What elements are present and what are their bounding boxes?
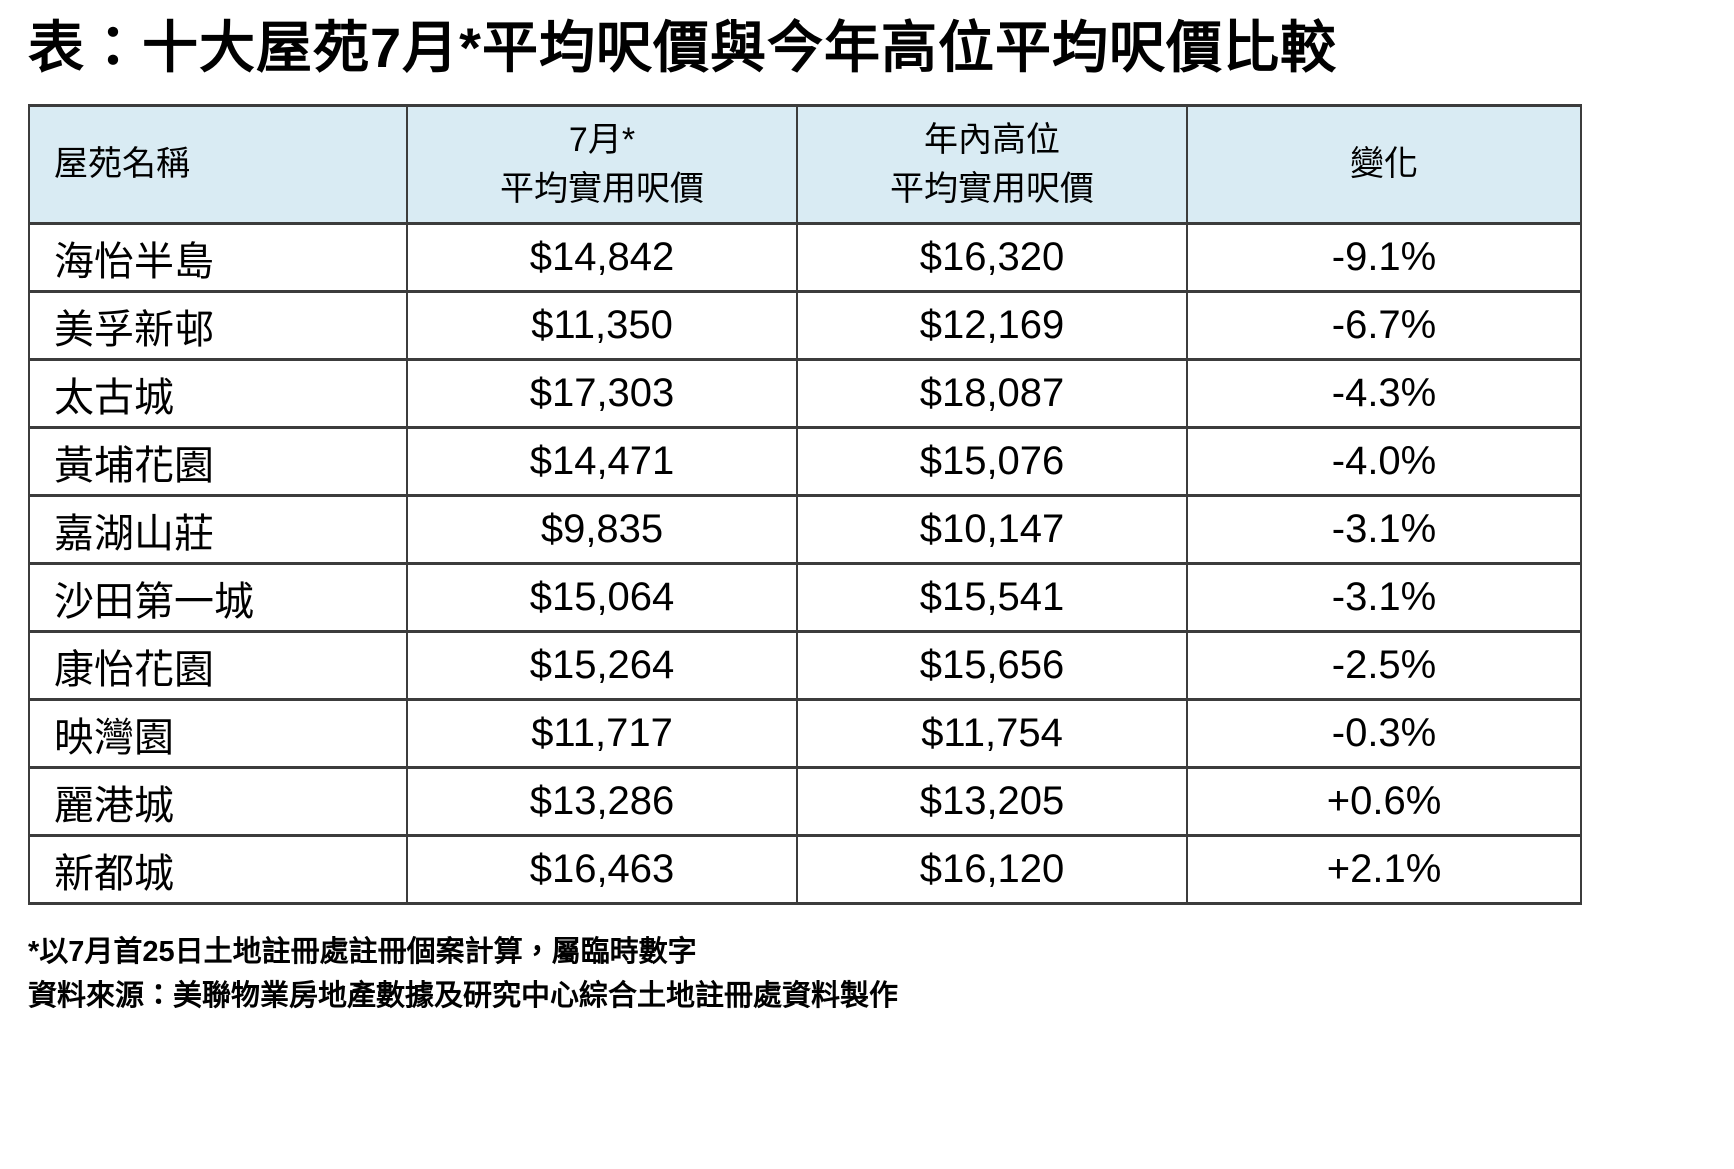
change-value: -4.3% [1186, 358, 1582, 430]
estate-name: 黃埔花園 [28, 426, 408, 498]
change-value: -0.3% [1186, 698, 1582, 770]
header-change: 變化 [1186, 104, 1582, 226]
header-estate-name: 屋苑名稱 [28, 104, 408, 226]
table-row: 黃埔花園 $14,471 $15,076 -4.0% [28, 426, 1582, 498]
table-row: 新都城 $16,463 $16,120 +2.1% [28, 834, 1582, 906]
change-value: -9.1% [1186, 222, 1582, 294]
estate-name: 新都城 [28, 834, 408, 906]
table-row: 麗港城 $13,286 $13,205 +0.6% [28, 766, 1582, 838]
high-price: $11,754 [796, 698, 1188, 770]
header-year-high-price: 年內高位平均實用呎價 [796, 104, 1188, 226]
change-value: +2.1% [1186, 834, 1582, 906]
header-high-line1: 年內高位 [924, 120, 1060, 159]
july-price: $13,286 [406, 766, 798, 838]
table-body: 海怡半島 $14,842 $16,320 -9.1% 美孚新邨 $11,350 … [28, 222, 1582, 906]
estate-name: 海怡半島 [28, 222, 408, 294]
high-price: $16,320 [796, 222, 1188, 294]
change-value: -6.7% [1186, 290, 1582, 362]
table-row: 美孚新邨 $11,350 $12,169 -6.7% [28, 290, 1582, 362]
table-row: 海怡半島 $14,842 $16,320 -9.1% [28, 222, 1582, 294]
change-value: -4.0% [1186, 426, 1582, 498]
july-price: $16,463 [406, 834, 798, 906]
page-title: 表：十大屋苑7月*平均呎價與今年高位平均呎價比較 [28, 16, 1337, 79]
header-high-line2: 平均實用呎價 [890, 169, 1094, 208]
high-price: $15,656 [796, 630, 1188, 702]
july-price: $11,350 [406, 290, 798, 362]
change-value: -3.1% [1186, 562, 1582, 634]
estate-name: 嘉湖山莊 [28, 494, 408, 566]
change-value: -2.5% [1186, 630, 1582, 702]
header-july-line1: 7月* [568, 120, 636, 159]
july-price: $15,064 [406, 562, 798, 634]
page: 表：十大屋苑7月*平均呎價與今年高位平均呎價比較 屋苑名稱 7月* 平均實用呎價 … [28, 16, 1734, 1018]
high-price: $18,087 [796, 358, 1188, 430]
high-price: $10,147 [796, 494, 1188, 566]
table-row: 太古城 $17,303 $18,087 -4.3% [28, 358, 1582, 430]
high-price: $15,541 [796, 562, 1188, 634]
estate-name: 美孚新邨 [28, 290, 408, 362]
july-price: $17,303 [406, 358, 798, 430]
change-value: +0.6% [1186, 766, 1582, 838]
table-row: 沙田第一城 $15,064 $15,541 -3.1% [28, 562, 1582, 634]
table-row: 映灣園 $11,717 $11,754 -0.3% [28, 698, 1582, 770]
table-header: 屋苑名稱 7月* 平均實用呎價 年內高位平均實用呎價 變化 [28, 104, 1582, 226]
estate-name: 太古城 [28, 358, 408, 430]
estate-name: 沙田第一城 [28, 562, 408, 634]
table-row: 康怡花園 $15,264 $15,656 -2.5% [28, 630, 1582, 702]
change-value: -3.1% [1186, 494, 1582, 566]
high-price: $16,120 [796, 834, 1188, 906]
footnote-calculation: *以7月首25日土地註冊處註冊個案計算，屬臨時數字 [28, 936, 697, 969]
header-row: 屋苑名稱 7月* 平均實用呎價 年內高位平均實用呎價 變化 [28, 104, 1582, 226]
high-price: $13,205 [796, 766, 1188, 838]
footnotes: *以7月首25日土地註冊處註冊個案計算，屬臨時數字 資料來源：美聯物業房地產數據… [28, 931, 1734, 1018]
july-price: $14,471 [406, 426, 798, 498]
high-price: $12,169 [796, 290, 1188, 362]
high-price: $15,076 [796, 426, 1188, 498]
footnote-source: 資料來源：美聯物業房地產數據及研究中心綜合土地註冊處資料製作 [28, 979, 899, 1012]
estate-name: 麗港城 [28, 766, 408, 838]
estate-name: 康怡花園 [28, 630, 408, 702]
july-price: $14,842 [406, 222, 798, 294]
july-price: $9,835 [406, 494, 798, 566]
estate-name: 映灣園 [28, 698, 408, 770]
header-july-line2: 平均實用呎價 [500, 169, 704, 208]
header-july-price: 7月* 平均實用呎價 [406, 104, 798, 226]
july-price: $11,717 [406, 698, 798, 770]
july-price: $15,264 [406, 630, 798, 702]
price-comparison-table: 屋苑名稱 7月* 平均實用呎價 年內高位平均實用呎價 變化 海怡半島 $14,84… [28, 104, 1582, 906]
table-row: 嘉湖山莊 $9,835 $10,147 -3.1% [28, 494, 1582, 566]
